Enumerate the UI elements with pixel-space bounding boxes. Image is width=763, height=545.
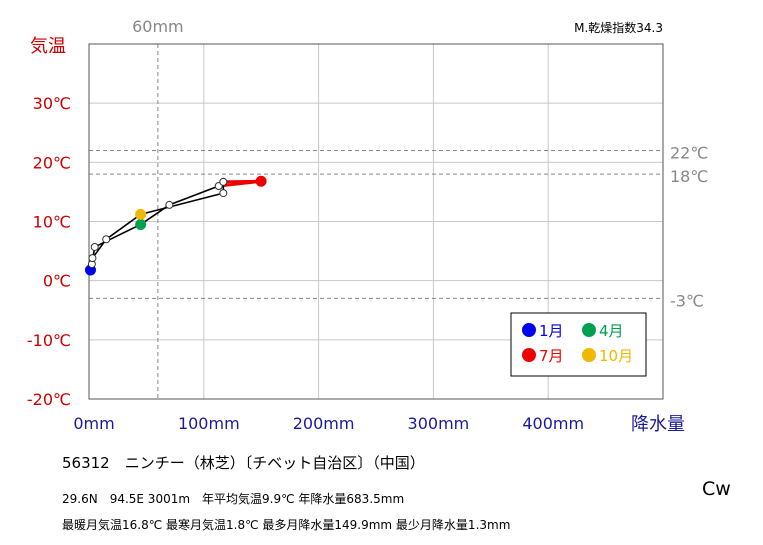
legend-marker — [582, 323, 596, 337]
reference-lines: 60mm 22℃ 18℃ -3℃ — [89, 17, 708, 399]
grid — [89, 44, 663, 399]
x-tick-label: 200mm — [293, 414, 355, 433]
reference-label-temp: 22℃ — [670, 144, 708, 163]
plot-frame — [88, 43, 664, 400]
month-point — [219, 177, 228, 186]
legend-box — [510, 312, 647, 377]
legend-label: 4月 — [599, 322, 624, 340]
climate-series — [84, 175, 267, 276]
month-point — [135, 218, 147, 230]
month-point — [135, 208, 147, 220]
month-point — [219, 189, 228, 198]
legend-label: 10月 — [599, 347, 633, 365]
legend: 1月 4月 7月 10月 — [510, 312, 647, 377]
series-segment — [93, 223, 142, 248]
legend-marker — [522, 348, 536, 362]
series-segment — [105, 213, 142, 241]
x-tick-label: 300mm — [408, 414, 470, 433]
month-point — [88, 254, 97, 263]
reference-label-temp: 18℃ — [670, 167, 708, 186]
x-tick-label: 400mm — [522, 414, 584, 433]
series-segment — [168, 185, 220, 206]
y-tick-label: -20℃ — [27, 390, 71, 409]
legend-label: 1月 — [539, 322, 564, 340]
y-axis-title: 気温 — [30, 36, 66, 57]
reference-label-temp: -3℃ — [670, 291, 704, 310]
x-tick-label: 100mm — [178, 414, 240, 433]
legend-label: 7月 — [539, 347, 564, 365]
x-axis-title: 降水量 — [631, 414, 685, 435]
dryness-index-label: M.乾燥指数34.3 — [574, 20, 663, 35]
y-tick-label: 10℃ — [33, 213, 71, 232]
reference-label-precip: 60mm — [132, 17, 184, 36]
station-stats-line-2: 最暖月気温16.8℃ 最寒月気温1.8℃ 最多月降水量149.9mm 最少月降水… — [62, 518, 511, 532]
y-tick-label: 0℃ — [43, 272, 71, 291]
climate-classification: Cw — [702, 478, 731, 500]
series-segment — [139, 192, 225, 216]
y-tick-label: 30℃ — [33, 94, 71, 113]
month-point — [90, 242, 99, 251]
station-stats-line-1: 29.6N 94.5E 3001m 年平均気温9.9℃ 年降水量683.5mm — [62, 492, 405, 506]
legend-marker — [522, 323, 536, 337]
month-point — [102, 235, 111, 244]
x-tick-label: 0mm — [73, 414, 114, 433]
series-segment — [221, 179, 263, 184]
month-point — [255, 175, 267, 187]
y-tick-label: -10℃ — [27, 331, 71, 350]
y-tick-label: 20℃ — [33, 153, 71, 172]
station-name: 56312 ニンチー（林芝）〔チベット自治区〕（中国） — [62, 454, 425, 472]
legend-marker — [582, 348, 596, 362]
month-point — [165, 200, 174, 209]
